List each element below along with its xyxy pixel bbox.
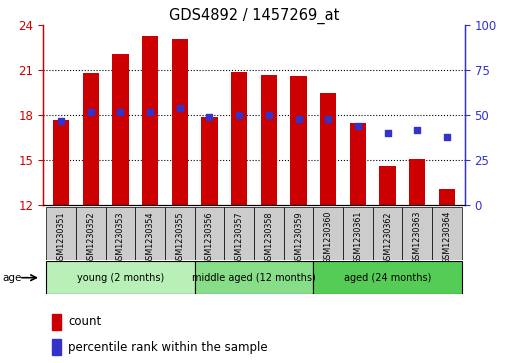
Bar xyxy=(201,117,217,205)
Text: GSM1230361: GSM1230361 xyxy=(354,211,362,265)
Point xyxy=(87,109,95,115)
Bar xyxy=(313,207,343,260)
Bar xyxy=(350,123,366,205)
Text: GSM1230363: GSM1230363 xyxy=(413,211,422,265)
Text: percentile rank within the sample: percentile rank within the sample xyxy=(69,340,268,354)
Bar xyxy=(409,159,426,205)
Bar xyxy=(106,207,135,260)
Point xyxy=(354,123,362,129)
Bar xyxy=(172,39,188,205)
Bar xyxy=(142,36,158,205)
Point xyxy=(324,116,332,122)
Bar xyxy=(343,207,373,260)
Text: GSM1230355: GSM1230355 xyxy=(175,211,184,265)
Point xyxy=(413,127,421,132)
Bar xyxy=(402,207,432,260)
Point xyxy=(384,130,392,136)
Text: GSM1230353: GSM1230353 xyxy=(116,211,125,265)
Bar xyxy=(320,93,336,205)
Point xyxy=(205,114,213,120)
Text: young (2 months): young (2 months) xyxy=(77,273,164,283)
Bar xyxy=(46,207,76,260)
Point xyxy=(146,109,154,115)
Bar xyxy=(52,314,61,330)
Text: count: count xyxy=(69,315,102,328)
Bar xyxy=(225,207,254,260)
Bar xyxy=(254,207,283,260)
Text: GSM1230358: GSM1230358 xyxy=(264,211,273,265)
Text: age: age xyxy=(3,273,22,283)
Point xyxy=(235,113,243,118)
Text: aged (24 months): aged (24 months) xyxy=(344,273,431,283)
Text: GSM1230364: GSM1230364 xyxy=(442,211,452,265)
Text: GSM1230359: GSM1230359 xyxy=(294,211,303,265)
Bar xyxy=(432,207,462,260)
Bar xyxy=(283,207,313,260)
Text: GSM1230351: GSM1230351 xyxy=(56,211,66,265)
Text: GSM1230360: GSM1230360 xyxy=(324,211,333,265)
Text: middle aged (12 months): middle aged (12 months) xyxy=(192,273,316,283)
Bar xyxy=(379,166,396,205)
Bar xyxy=(195,207,225,260)
Bar xyxy=(135,207,165,260)
Text: GSM1230352: GSM1230352 xyxy=(86,211,95,265)
Text: GSM1230354: GSM1230354 xyxy=(146,211,154,265)
Point xyxy=(265,113,273,118)
Bar xyxy=(261,75,277,205)
Bar xyxy=(82,73,99,205)
Text: GSM1230357: GSM1230357 xyxy=(235,211,244,265)
Bar xyxy=(373,207,402,260)
Bar xyxy=(291,76,307,205)
Bar xyxy=(313,261,462,294)
Bar xyxy=(195,261,313,294)
Title: GDS4892 / 1457269_at: GDS4892 / 1457269_at xyxy=(169,8,339,24)
Point xyxy=(443,134,451,140)
Point xyxy=(57,118,65,123)
Text: GSM1230362: GSM1230362 xyxy=(383,211,392,265)
Bar xyxy=(76,207,106,260)
Bar xyxy=(46,261,195,294)
Text: GSM1230356: GSM1230356 xyxy=(205,211,214,265)
Bar xyxy=(165,207,195,260)
Point xyxy=(116,109,124,115)
Point xyxy=(176,105,184,111)
Bar xyxy=(231,72,247,205)
Bar xyxy=(53,120,69,205)
Bar xyxy=(439,189,455,205)
Bar xyxy=(52,339,61,355)
Point xyxy=(295,116,303,122)
Bar xyxy=(112,54,129,205)
